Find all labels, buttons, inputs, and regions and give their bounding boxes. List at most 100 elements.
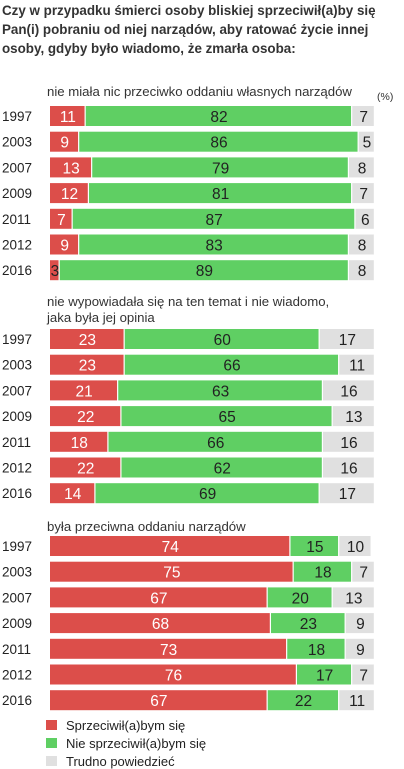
data-label-dont-know: 10 [347, 539, 365, 556]
bar-segment-not-oppose [287, 638, 345, 659]
data-label-oppose: 21 [76, 383, 93, 400]
legend-label-not-oppose: Nie sprzeciwił(a)bym się [66, 736, 207, 751]
data-label-oppose: 75 [163, 565, 180, 582]
data-label-not-oppose: 79 [212, 160, 229, 177]
legend-swatch-oppose [46, 720, 57, 730]
panel-title: nie miała nic przeciwko oddaniu własnych… [47, 84, 352, 99]
data-label-oppose: 67 [150, 590, 167, 607]
bar-segment-not-oppose [89, 183, 352, 204]
row-label-year: 2012 [2, 668, 32, 683]
data-label-not-oppose: 63 [212, 383, 229, 400]
data-label-not-oppose: 86 [210, 135, 227, 152]
bar-segment-oppose [50, 536, 290, 556]
bar-segment-oppose [50, 234, 79, 255]
data-label-dont-know: 11 [349, 693, 365, 710]
legend-swatch-dont-know [46, 756, 57, 766]
bar-segment-oppose [50, 483, 95, 504]
bar-segment-dont-know [319, 329, 374, 349]
bar-segment-not-oppose [95, 483, 319, 504]
bar-segment-dont-know [339, 354, 374, 375]
bar-segment-oppose [50, 587, 267, 608]
bar-segment-not-oppose [293, 561, 352, 582]
bar-segment-not-oppose [59, 260, 348, 281]
data-label-oppose: 11 [60, 109, 76, 126]
bar-segment-dont-know [323, 457, 374, 478]
data-label-not-oppose: 60 [214, 332, 232, 349]
data-label-not-oppose: 15 [306, 539, 323, 556]
panel-title: jaka była jej opinia [46, 310, 155, 325]
data-label-dont-know: 11 [349, 358, 365, 375]
bar-segment-not-oppose [267, 690, 339, 711]
row-label-year: 2011 [2, 435, 31, 450]
bar-segment-dont-know [352, 106, 374, 126]
data-label-not-oppose: 65 [219, 409, 236, 426]
bar-segment-dont-know [332, 406, 374, 427]
row-label-year: 1997 [2, 332, 32, 347]
data-label-not-oppose: 81 [212, 186, 229, 203]
data-label-oppose: 76 [165, 668, 182, 685]
row-label-year: 2003 [2, 565, 32, 580]
data-label-oppose: 74 [162, 539, 180, 556]
bar-segment-not-oppose [72, 208, 355, 229]
legend-label-dont-know: Trudno powiedzieć [66, 754, 175, 769]
bar-segment-oppose [50, 329, 124, 349]
bar-segment-not-oppose [124, 329, 319, 349]
data-label-oppose: 9 [60, 135, 69, 152]
bar-segment-oppose [50, 157, 92, 178]
bar-segment-not-oppose [121, 406, 332, 427]
data-label-dont-know: 17 [339, 332, 356, 349]
data-label-oppose: 73 [160, 642, 177, 659]
bar-segment-dont-know [352, 183, 374, 204]
bar-segment-dont-know [349, 260, 374, 281]
bar-segment-oppose [50, 561, 293, 582]
bar-segment-dont-know [355, 208, 374, 229]
bar-segment-oppose [50, 260, 59, 281]
data-label-not-oppose: 17 [316, 668, 333, 685]
data-label-not-oppose: 82 [210, 109, 227, 126]
bar-segment-dont-know [339, 536, 371, 556]
data-label-oppose: 9 [60, 238, 69, 255]
row-label-year: 2007 [2, 383, 32, 398]
data-label-dont-know: 6 [361, 212, 370, 229]
bar-segment-oppose [50, 208, 72, 229]
bar-segment-oppose [50, 183, 88, 204]
data-label-dont-know: 16 [340, 383, 357, 400]
row-label-year: 2011 [2, 642, 31, 657]
data-label-dont-know: 7 [359, 186, 368, 203]
data-label-dont-know: 16 [340, 435, 357, 452]
data-label-dont-know: 9 [356, 616, 365, 633]
data-label-oppose: 14 [64, 486, 82, 503]
data-label-not-oppose: 66 [223, 358, 240, 375]
data-label-dont-know: 16 [340, 461, 357, 478]
bar-segment-oppose [50, 613, 270, 634]
data-label-oppose: 22 [77, 409, 94, 426]
row-label-year: 2009 [2, 186, 32, 201]
bar-segment-dont-know [358, 131, 374, 152]
data-label-dont-know: 13 [345, 409, 362, 426]
data-label-dont-know: 8 [358, 238, 367, 255]
bar-segment-dont-know [332, 587, 374, 608]
data-label-oppose: 18 [71, 435, 88, 452]
bar-segment-not-oppose [124, 354, 339, 375]
bar-segment-not-oppose [85, 106, 352, 126]
data-label-oppose: 67 [150, 693, 167, 710]
data-label-dont-know: 8 [358, 160, 367, 177]
data-label-dont-know: 5 [363, 135, 372, 152]
data-label-oppose: 22 [77, 461, 94, 478]
data-label-oppose: 23 [79, 358, 96, 375]
data-label-not-oppose: 22 [295, 693, 312, 710]
bar-segment-dont-know [349, 234, 374, 255]
data-label-oppose: 68 [152, 616, 169, 633]
bar-segment-dont-know [352, 561, 374, 582]
chart-title: Czy w przypadku śmierci osoby bliskiej s… [2, 3, 376, 56]
legend-label-oppose: Sprzeciwił(a)bym się [66, 718, 186, 733]
data-label-oppose: 7 [57, 212, 66, 229]
data-label-oppose: 23 [79, 332, 96, 349]
data-label-dont-know: 13 [345, 590, 362, 607]
row-label-year: 1997 [2, 539, 32, 554]
bar-segment-oppose [50, 406, 121, 427]
bar-segment-oppose [50, 638, 287, 659]
bar-segment-not-oppose [92, 157, 348, 178]
data-label-dont-know: 7 [359, 109, 368, 126]
data-label-dont-know: 8 [358, 263, 367, 280]
